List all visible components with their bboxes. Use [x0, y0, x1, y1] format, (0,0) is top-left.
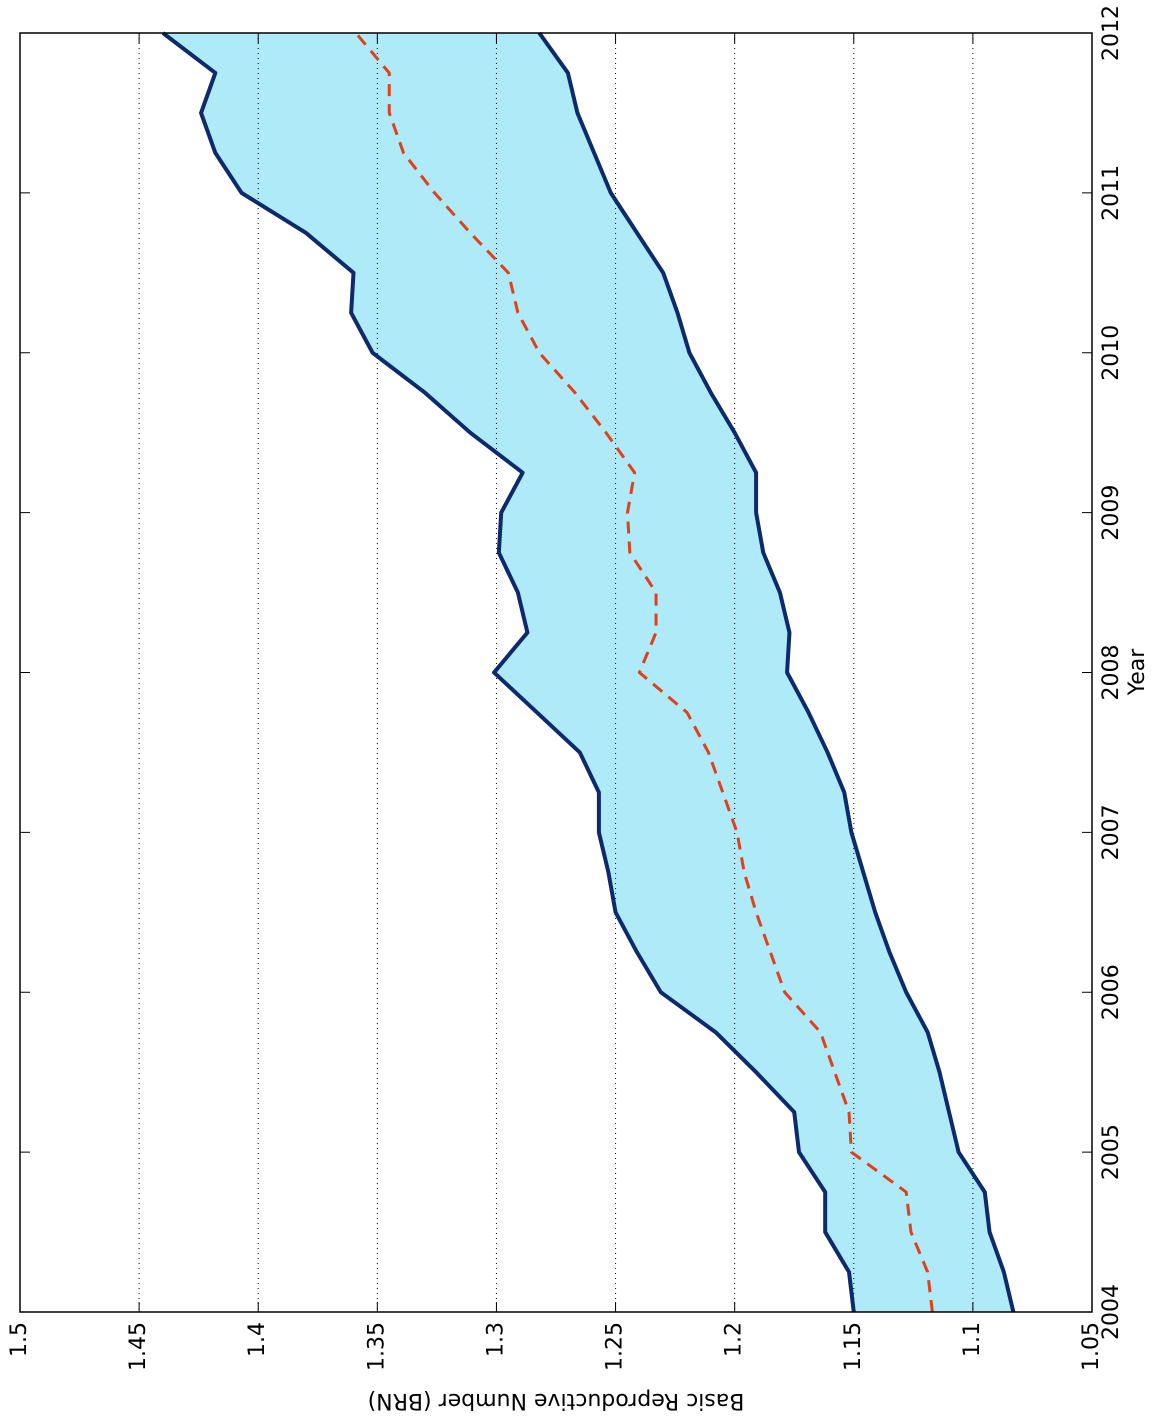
x-tick-label: 2005	[1099, 1124, 1124, 1180]
x-tick-label: 2007	[1099, 804, 1124, 860]
y-tick-label: 1.25	[603, 1322, 628, 1371]
y-tick-label: 1.2	[722, 1322, 747, 1357]
x-tick-label: 2012	[1099, 5, 1124, 61]
y-tick-label: 1.45	[126, 1322, 151, 1371]
x-tick-label: 2011	[1099, 165, 1124, 221]
y-tick-label: 1.3	[483, 1322, 508, 1357]
plot-frame	[19, 32, 1093, 1313]
series-line	[161, 31, 856, 1313]
series-line	[537, 31, 1016, 1313]
y-axis-label: Basic Reproductive Number (BRN)	[368, 1388, 745, 1413]
y-tick-label: 1.1	[960, 1322, 985, 1357]
y-tick-label: 1.35	[364, 1322, 389, 1371]
y-tick-label: 1.15	[841, 1322, 866, 1371]
y-tick-label: 1.4	[245, 1322, 270, 1357]
y-tick-label: 1.05	[1079, 1322, 1104, 1371]
x-tick-label: 2008	[1099, 645, 1124, 701]
x-axis-label: Year	[1125, 648, 1150, 697]
series-line	[354, 32, 934, 1313]
y-tick-label: 1.5	[7, 1322, 32, 1357]
x-tick-label: 2010	[1099, 325, 1124, 381]
x-tick-label: 2006	[1099, 964, 1124, 1020]
x-tick-label: 2009	[1099, 485, 1124, 541]
x-tick-label: 2004	[1099, 1284, 1124, 1340]
